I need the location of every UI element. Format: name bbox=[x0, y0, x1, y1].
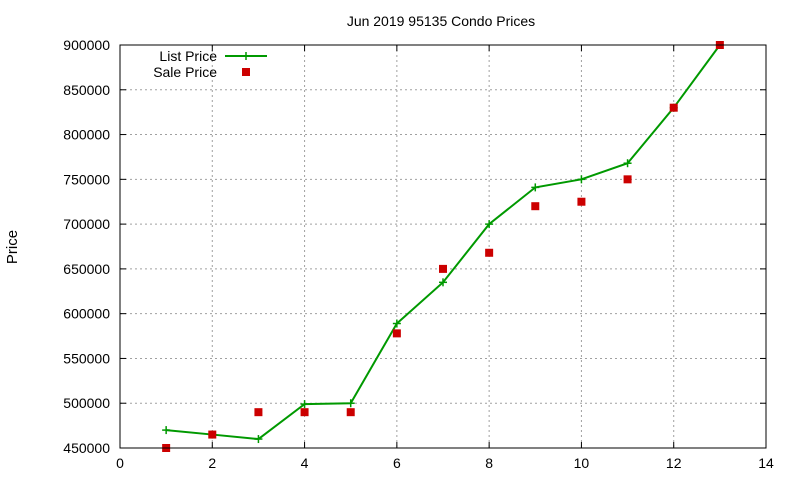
y-tick-label: 800000 bbox=[63, 127, 110, 143]
plot-border bbox=[119, 44, 767, 449]
list-price-point bbox=[162, 426, 171, 435]
x-tick-label: 4 bbox=[301, 455, 309, 471]
list-price-point bbox=[439, 278, 447, 287]
list-price-point bbox=[623, 159, 632, 168]
y-axis-label: Price bbox=[4, 230, 21, 264]
sale-price-point bbox=[531, 202, 540, 211]
list-price-point bbox=[531, 183, 540, 192]
list-price-point bbox=[254, 435, 263, 444]
y-tick-label: 450000 bbox=[63, 440, 110, 456]
x-tick-label: 6 bbox=[393, 455, 401, 471]
x-tick-label: 2 bbox=[208, 455, 216, 471]
series-sale-price bbox=[162, 41, 724, 452]
series-list-price bbox=[162, 41, 724, 444]
y-tick-label: 500000 bbox=[63, 395, 110, 411]
sale-price-point bbox=[485, 248, 494, 257]
legend-sale-marker bbox=[242, 68, 250, 76]
x-axis-ticks: 0 2 4 6 8 10 12 14 bbox=[116, 45, 774, 471]
x-tick-label: 10 bbox=[574, 455, 590, 471]
x-tick-label: 14 bbox=[758, 455, 774, 471]
list-price-point bbox=[392, 319, 401, 328]
sale-price-point bbox=[300, 408, 309, 417]
list-price-point bbox=[346, 399, 355, 408]
sale-price-point bbox=[254, 408, 263, 417]
sale-price-point bbox=[346, 408, 355, 417]
grid-lines bbox=[120, 45, 766, 448]
y-tick-label: 750000 bbox=[63, 171, 110, 187]
x-tick-label: 0 bbox=[116, 455, 124, 471]
sale-price-point bbox=[439, 264, 447, 273]
list-price-point bbox=[300, 400, 309, 409]
y-tick-label: 700000 bbox=[63, 216, 110, 232]
sale-price-point bbox=[392, 329, 401, 338]
legend-swatch-sale-price bbox=[242, 68, 250, 76]
y-axis-ticks: 450000 500000 550000 600000 650000 700000 7500… bbox=[63, 37, 766, 456]
legend-swatch-list-price bbox=[225, 52, 267, 60]
list-price-line bbox=[166, 44, 721, 441]
sale-price-point bbox=[669, 103, 678, 112]
legend-list-marker bbox=[242, 52, 250, 60]
sale-price-point bbox=[577, 197, 586, 206]
x-tick-label: 8 bbox=[485, 455, 493, 471]
list-price-point bbox=[577, 175, 586, 184]
sale-price-point bbox=[208, 430, 217, 439]
series-layer bbox=[162, 41, 724, 452]
y-tick-label: 600000 bbox=[63, 306, 110, 322]
legend-label-list-price: List Price bbox=[159, 48, 217, 64]
y-tick-label: 850000 bbox=[63, 82, 110, 98]
legend: List Price Sale Price bbox=[153, 48, 267, 80]
list-price-point bbox=[485, 220, 494, 229]
y-tick-label: 900000 bbox=[63, 37, 110, 53]
y-tick-label: 550000 bbox=[63, 350, 110, 366]
legend-label-sale-price: Sale Price bbox=[153, 64, 217, 80]
x-tick-label: 12 bbox=[666, 455, 682, 471]
y-tick-label: 650000 bbox=[63, 261, 110, 277]
chart-title: Jun 2019 95135 Condo Prices bbox=[347, 13, 535, 29]
sale-price-point bbox=[623, 175, 632, 184]
